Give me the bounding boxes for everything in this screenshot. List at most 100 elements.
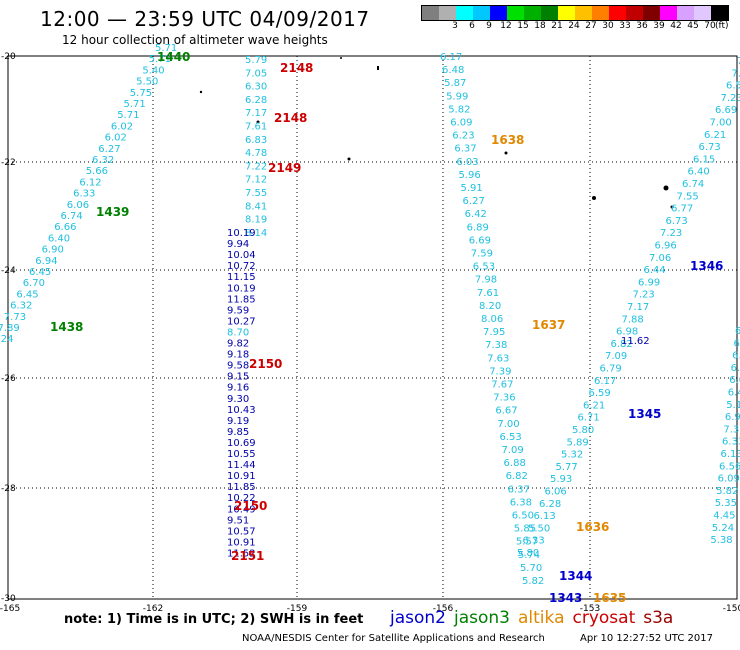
wave-height-value: 6.17 bbox=[440, 52, 462, 63]
color-tick-label: 9 bbox=[486, 21, 492, 31]
color-scale-unit: (ft) bbox=[715, 21, 729, 31]
color-tick-label: 21 bbox=[551, 21, 563, 31]
pass-number-label: 2149 bbox=[268, 161, 301, 175]
legend-item-jason3: jason3 bbox=[454, 608, 510, 628]
wave-height-value: 7.06 bbox=[649, 253, 671, 264]
color-tick-label: 27 bbox=[585, 21, 597, 31]
wave-height-value: 6.33 bbox=[523, 536, 545, 547]
wave-height-value: 11.62 bbox=[621, 336, 650, 347]
color-tick-label: 6 bbox=[469, 21, 475, 31]
wave-height-value: 6.06 bbox=[67, 200, 89, 211]
color-tick-label: 3 bbox=[452, 21, 458, 31]
wave-height-value: 5.38 bbox=[710, 535, 732, 546]
legend-item-s3a: s3a bbox=[643, 608, 674, 628]
wave-height-value: 6.67 bbox=[495, 406, 517, 417]
wave-height-value: 5.99 bbox=[446, 91, 468, 102]
longitude-label: -159 bbox=[287, 604, 308, 614]
color-swatch bbox=[541, 6, 558, 20]
wave-height-value: 5.71 bbox=[155, 43, 177, 54]
wave-height-value: 5.79 bbox=[245, 55, 267, 66]
wave-height-value: 6.15 bbox=[693, 154, 715, 165]
wave-height-value: 6.37 bbox=[508, 484, 530, 495]
wave-height-value: 6.73 bbox=[699, 142, 721, 153]
wave-height-value: 10.55 bbox=[227, 449, 256, 460]
wave-height-value: 6.12 bbox=[79, 177, 101, 188]
wave-height-value: 11.52 bbox=[227, 548, 256, 559]
wave-height-value: 7.35 bbox=[723, 424, 740, 435]
wave-height-value: 5.70 bbox=[520, 563, 542, 574]
wave-height-value: 11.85 bbox=[227, 294, 256, 305]
pass-number-label: 2151 bbox=[231, 549, 264, 563]
wave-height-value: 6.50 bbox=[512, 511, 534, 522]
wave-height-value: 7.37 bbox=[737, 56, 740, 67]
wave-height-value: 10.04 bbox=[227, 250, 256, 261]
wave-height-value: 6.76 bbox=[732, 351, 740, 362]
wave-height-value: 6.23 bbox=[452, 131, 474, 142]
wave-height-tracks: 5.715.715.405.505.755.715.716.026.026.27… bbox=[0, 43, 740, 587]
wave-height-value: 10.27 bbox=[227, 316, 256, 327]
wave-height-value: 6.56 bbox=[719, 461, 740, 472]
wave-height-value: 6.27 bbox=[98, 144, 120, 155]
wave-height-value: 8.14 bbox=[245, 228, 267, 239]
wave-height-value: 6.32 bbox=[92, 155, 114, 166]
pass-number-label: 1638 bbox=[491, 133, 524, 147]
wave-height-value: 7.73 bbox=[4, 312, 26, 323]
wave-height-value: 5.82 bbox=[522, 576, 544, 587]
wave-height-value: 10.22 bbox=[227, 493, 256, 504]
pass-number-label: 1439 bbox=[96, 205, 129, 219]
wave-height-value: 6.32 bbox=[10, 301, 32, 312]
wave-height-value: 7.95 bbox=[483, 327, 505, 338]
wave-height-value: 6.69 bbox=[715, 105, 737, 116]
wave-height-value: 6.93 bbox=[735, 326, 740, 337]
wave-height-value: 6.49 bbox=[728, 388, 740, 399]
color-tick-label: 70 bbox=[704, 21, 716, 31]
pass-number-label: 1343 bbox=[549, 591, 582, 605]
wave-height-value: 7.36 bbox=[493, 393, 515, 404]
wave-height-value: 9.51 bbox=[227, 515, 249, 526]
map-subtitle: 12 hour collection of altimeter wave hei… bbox=[62, 33, 328, 47]
wave-height-value: 5.71 bbox=[117, 110, 139, 121]
wave-height-value: 6.33 bbox=[722, 437, 740, 448]
color-tick-label: 24 bbox=[568, 21, 580, 31]
latitude-label: -28 bbox=[1, 484, 16, 494]
pass-number-label: 1636 bbox=[576, 520, 609, 534]
wave-height-value: 7.12 bbox=[245, 175, 267, 186]
wave-height-value: 6.37 bbox=[454, 144, 476, 155]
wave-height-value: 7.38 bbox=[485, 340, 507, 351]
wave-height-value: 6.03 bbox=[456, 157, 478, 168]
color-swatch bbox=[694, 6, 711, 20]
color-tick-label: 45 bbox=[687, 21, 699, 31]
color-tick-label: 18 bbox=[534, 21, 546, 31]
wave-height-value: 6.13 bbox=[721, 449, 740, 460]
wave-height-value: 6.88 bbox=[504, 458, 526, 469]
wave-height-value: 7.00 bbox=[497, 419, 519, 430]
wave-height-value: 8.70 bbox=[227, 327, 249, 338]
wave-height-value: 7.05 bbox=[245, 68, 267, 79]
wave-height-value: 6.48 bbox=[442, 65, 464, 76]
wave-height-value: 7.17 bbox=[245, 108, 267, 119]
longitude-labels: -165 -162 -159 -156 -153 -150 bbox=[0, 604, 740, 614]
wave-height-value: 6.33 bbox=[73, 189, 95, 200]
wave-height-value: 6.30 bbox=[245, 82, 267, 93]
wave-height-value: 10.43 bbox=[227, 405, 256, 416]
wave-height-value: 10.19 bbox=[227, 283, 256, 294]
wave-height-value: 6.74 bbox=[682, 179, 704, 190]
wave-height-value: 6.36 bbox=[731, 363, 740, 374]
satellite-legend: jason2 jason3 altika cryosat s3a bbox=[390, 608, 681, 628]
wave-height-value: 7.98 bbox=[475, 275, 497, 286]
legend-item-jason2: jason2 bbox=[390, 608, 446, 628]
color-swatch bbox=[711, 6, 728, 20]
wave-height-value: 8.20 bbox=[479, 301, 501, 312]
color-swatch bbox=[643, 6, 660, 20]
wave-height-value: 8.06 bbox=[481, 314, 503, 325]
wave-height-value: 6.95 bbox=[725, 412, 740, 423]
wave-height-value: 6.77 bbox=[671, 204, 693, 215]
color-swatch bbox=[626, 6, 643, 20]
color-swatch bbox=[592, 6, 609, 20]
color-scale-bar bbox=[421, 5, 729, 21]
color-swatch bbox=[558, 6, 575, 20]
wave-height-value: 7.23 bbox=[721, 93, 740, 104]
wave-height-value: 4.45 bbox=[713, 511, 735, 522]
wave-height-value: 6.71 bbox=[578, 413, 600, 424]
